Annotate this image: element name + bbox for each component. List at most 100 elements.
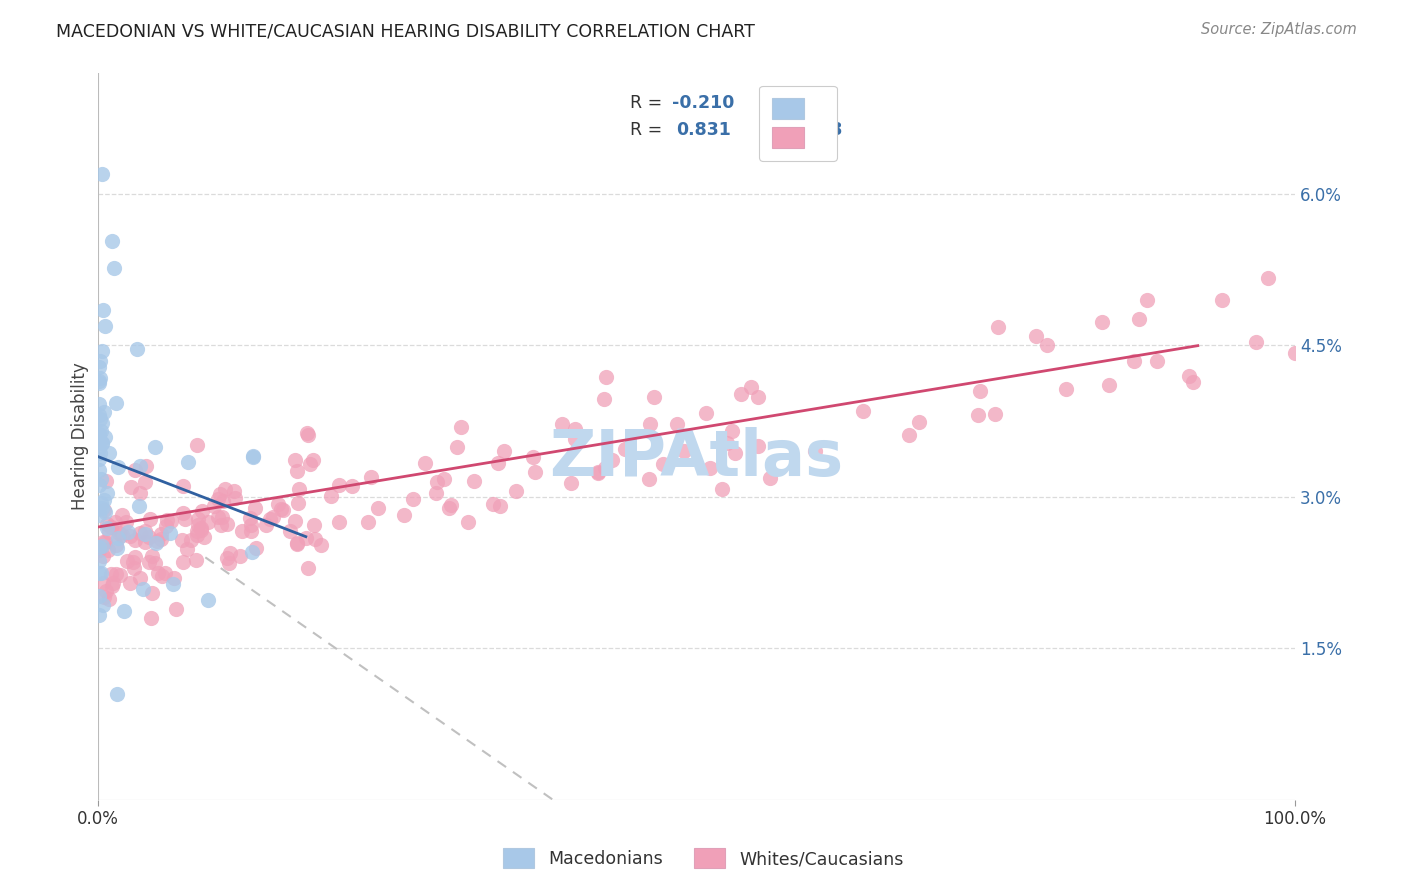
Point <box>117 525 139 540</box>
Point <box>413 456 436 470</box>
Point <box>91 302 114 317</box>
Point <box>155 519 177 533</box>
Point <box>139 512 162 526</box>
Point <box>215 550 238 565</box>
Point <box>172 479 194 493</box>
Point <box>242 450 264 464</box>
Point <box>87 408 110 422</box>
Point <box>1284 346 1306 360</box>
Point <box>463 474 485 488</box>
Point <box>285 536 308 550</box>
Point <box>665 417 688 431</box>
Point <box>1098 377 1121 392</box>
Point <box>239 511 262 525</box>
Point <box>747 439 769 453</box>
Point <box>1136 293 1159 307</box>
Point <box>214 482 236 496</box>
Point <box>90 501 112 516</box>
Point <box>270 502 292 516</box>
Point <box>177 455 200 469</box>
Point <box>524 465 547 479</box>
Point <box>699 461 721 475</box>
Point <box>120 576 142 591</box>
Point <box>595 370 617 384</box>
Point <box>457 515 479 529</box>
Point <box>652 457 675 471</box>
Point <box>240 524 263 538</box>
Point <box>966 408 988 422</box>
Point <box>146 533 169 548</box>
Point <box>172 556 194 570</box>
Point <box>392 508 415 522</box>
Point <box>212 494 235 508</box>
Point <box>103 260 125 275</box>
Point <box>259 512 281 526</box>
Point <box>89 452 111 467</box>
Point <box>89 508 111 523</box>
Point <box>311 538 333 552</box>
Point <box>288 482 311 496</box>
Point <box>138 530 160 544</box>
Point <box>134 534 156 549</box>
Point <box>593 461 616 475</box>
Point <box>104 395 127 409</box>
Point <box>100 579 122 593</box>
Point <box>340 479 363 493</box>
Point <box>135 458 157 473</box>
Point <box>851 404 873 418</box>
Point <box>294 531 316 545</box>
Point <box>87 434 110 448</box>
Point <box>586 465 609 479</box>
Point <box>759 471 782 485</box>
Point <box>87 501 110 516</box>
Point <box>91 343 114 358</box>
Point <box>208 487 231 501</box>
Point <box>100 234 122 248</box>
Text: R =: R = <box>630 120 668 138</box>
Point <box>141 549 163 564</box>
Point <box>87 554 110 568</box>
Text: Source: ZipAtlas.com: Source: ZipAtlas.com <box>1201 22 1357 37</box>
Point <box>299 457 322 471</box>
Point <box>176 541 198 556</box>
Point <box>94 505 117 519</box>
Point <box>87 376 110 390</box>
Point <box>328 515 350 529</box>
Point <box>180 533 202 547</box>
Point <box>240 545 263 559</box>
Point <box>614 442 637 456</box>
Point <box>138 555 160 569</box>
Point <box>87 442 110 456</box>
Point <box>1036 338 1059 352</box>
Point <box>302 453 325 467</box>
Point <box>101 575 124 590</box>
Point <box>287 496 309 510</box>
Point <box>105 687 128 701</box>
Point <box>222 484 245 499</box>
Point <box>87 428 110 442</box>
Point <box>93 492 115 507</box>
Point <box>1091 314 1114 328</box>
Point <box>118 529 141 543</box>
Point <box>132 582 155 596</box>
Point <box>586 466 609 480</box>
Text: 198: 198 <box>807 120 842 138</box>
Point <box>105 567 128 582</box>
Point <box>100 520 122 534</box>
Point <box>285 537 308 551</box>
Point <box>600 453 623 467</box>
Point <box>505 484 527 499</box>
Point <box>141 611 163 625</box>
Point <box>224 491 246 505</box>
Point <box>711 483 734 497</box>
Point <box>96 516 118 531</box>
Point <box>150 569 173 583</box>
Point <box>124 533 146 548</box>
Text: -0.210: -0.210 <box>672 94 735 112</box>
Point <box>91 436 114 450</box>
Point <box>93 590 115 604</box>
Point <box>127 343 149 357</box>
Point <box>262 510 284 524</box>
Point <box>190 521 212 535</box>
Text: MACEDONIAN VS WHITE/CAUCASIAN HEARING DISABILITY CORRELATION CHART: MACEDONIAN VS WHITE/CAUCASIAN HEARING DI… <box>56 22 755 40</box>
